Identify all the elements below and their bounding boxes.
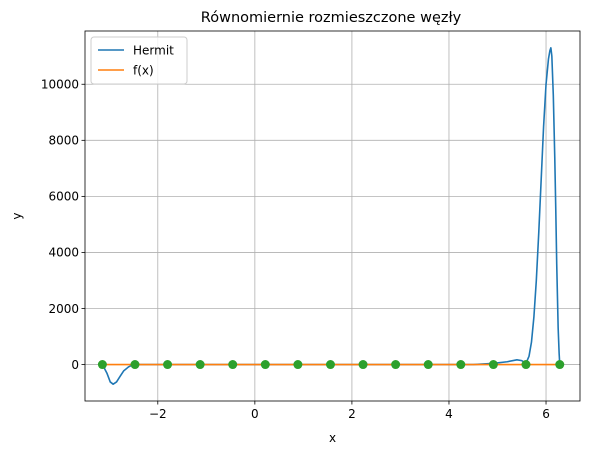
- node-point: [424, 360, 433, 369]
- node-point: [228, 360, 237, 369]
- nodes-layer: [98, 360, 564, 369]
- node-point: [98, 360, 107, 369]
- node-point: [293, 360, 302, 369]
- node-point: [391, 360, 400, 369]
- node-point: [261, 360, 270, 369]
- node-point: [456, 360, 465, 369]
- chart-title: Równomiernie rozmieszczone węzły: [201, 10, 462, 26]
- node-point: [521, 360, 530, 369]
- y-axis-label: y: [10, 212, 24, 219]
- x-tick-label: 0: [251, 407, 259, 421]
- legend: Hermit f(x): [91, 37, 187, 84]
- x-tick-label: 2: [348, 407, 356, 421]
- node-point: [196, 360, 205, 369]
- x-tick-label: 6: [542, 407, 550, 421]
- x-tick-label: 4: [445, 407, 453, 421]
- node-point: [130, 360, 139, 369]
- node-point: [163, 360, 172, 369]
- y-tick-label: 6000: [48, 190, 79, 204]
- node-point: [359, 360, 368, 369]
- node-point: [555, 360, 564, 369]
- y-tick-label: 2000: [48, 302, 79, 316]
- y-tick-label: 8000: [48, 134, 79, 148]
- node-point: [326, 360, 335, 369]
- x-tick-label: −2: [149, 407, 167, 421]
- x-axis-label: x: [329, 431, 336, 445]
- y-tick-label: 10000: [41, 78, 79, 92]
- legend-label-hermit: Hermit: [133, 43, 174, 57]
- y-tick-label: 0: [71, 358, 79, 372]
- node-point: [489, 360, 498, 369]
- legend-label-fx: f(x): [133, 63, 154, 77]
- y-tick-label: 4000: [48, 246, 79, 260]
